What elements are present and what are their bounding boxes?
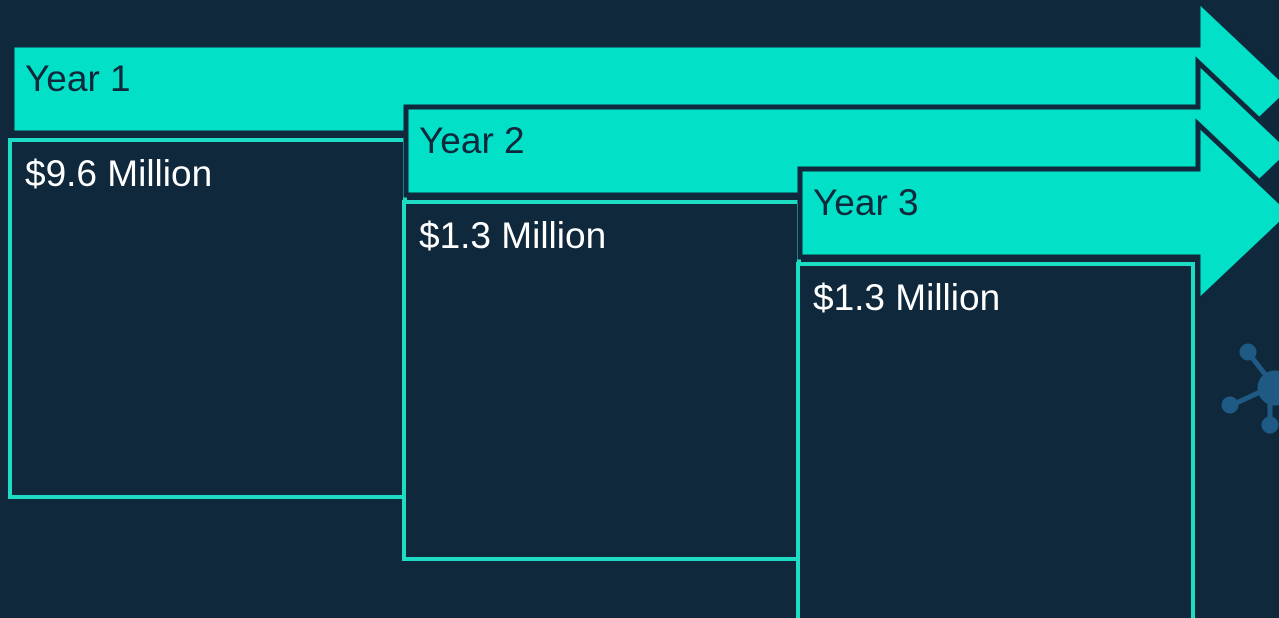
value-box	[402, 200, 801, 561]
arrow	[797, 118, 1279, 308]
step-value: $1.3 Million	[813, 277, 1000, 318]
step-label: Year 2	[419, 120, 525, 161]
step-value: $1.3 Million	[419, 215, 606, 256]
step-label: Year 1	[25, 58, 131, 99]
value-box	[796, 262, 1195, 618]
steps: Year 1 $9.6 Million Year 2 $1.3 Million Year…	[8, 0, 1279, 618]
value-box	[8, 138, 407, 499]
step-value: $9.6 Million	[25, 153, 212, 194]
network-icon	[1221, 343, 1279, 434]
step-label: Year 3	[813, 182, 919, 223]
